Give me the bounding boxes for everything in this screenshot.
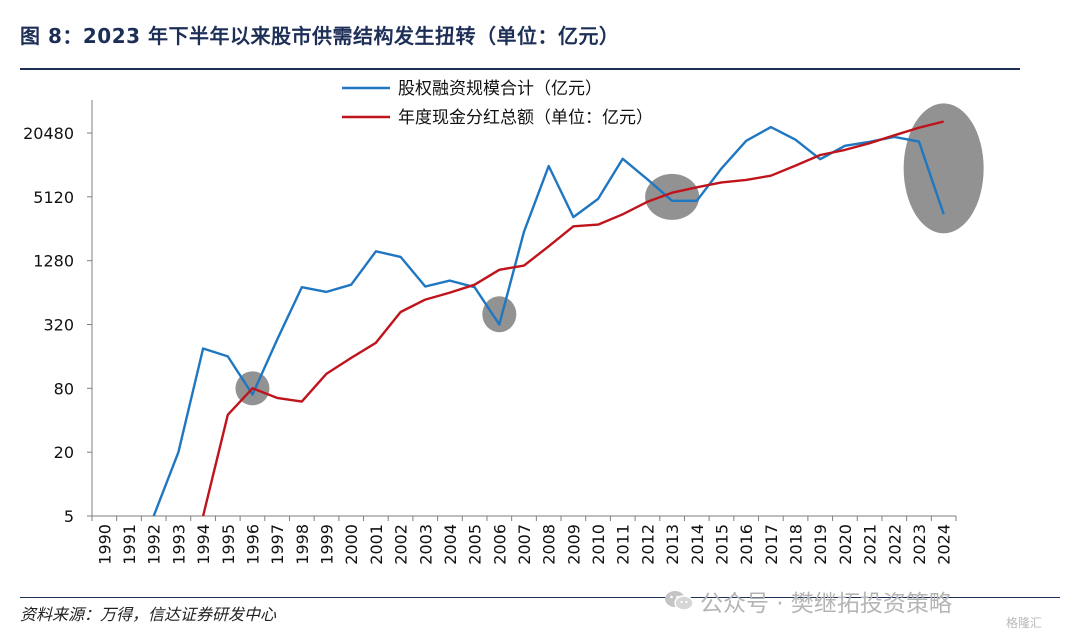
y-tick-label: 80 (54, 379, 74, 398)
series-layer (152, 120, 945, 517)
x-tick-label: 2000 (342, 524, 361, 565)
x-tick-label: 1996 (243, 524, 262, 565)
x-tick-label: 2010 (589, 524, 608, 565)
y-tick-label: 1280 (33, 252, 74, 271)
x-tick-label: 2006 (490, 524, 509, 565)
x-tick-label: 1993 (169, 524, 188, 565)
legend-label: 年度现金分红总额（单位：亿元） (398, 108, 653, 128)
footer-divider (20, 597, 1060, 598)
x-tick-label: 1990 (95, 524, 114, 565)
x-tick-label: 2018 (787, 524, 806, 565)
wechat-icon (664, 589, 694, 613)
x-tick-label: 1998 (293, 524, 312, 565)
watermark: 公众号 · 樊继拓投资策略 (664, 584, 952, 618)
x-tick-label: 2001 (367, 524, 386, 565)
legend: 股权融资规模合计（亿元） 年度现金分红总额（单位：亿元） (342, 79, 653, 128)
chart-title: 图 8：2023 年下半年以来股市供需结构发生扭转（单位：亿元） (20, 24, 620, 48)
x-tick-label: 2014 (688, 524, 707, 565)
x-tick-label: 2002 (392, 524, 411, 565)
x-tick-label: 2003 (416, 524, 435, 565)
x-tick-label: 1999 (318, 524, 337, 565)
x-tick-label: 2004 (441, 524, 460, 565)
x-tick-label: 2015 (712, 524, 731, 565)
x-tick-label: 2005 (466, 524, 485, 565)
title-divider (20, 68, 1020, 70)
watermark-text: 公众号 · 樊继拓投资策略 (700, 591, 952, 617)
y-tick-label: 20 (54, 443, 74, 462)
x-tick-label: 2009 (564, 524, 583, 565)
series-line-cash-dividends (201, 120, 944, 517)
x-tick-label: 2007 (515, 524, 534, 565)
axes: 5 20 80 320 1280 5120 20480 1990 1991 1992 1993 199… (23, 100, 957, 565)
x-tick-label: 2017 (762, 524, 781, 565)
x-tick-label: 2011 (614, 524, 633, 565)
y-tick-label: 5 (64, 507, 74, 526)
x-tick-label: 1997 (268, 524, 287, 565)
y-tick-label: 320 (43, 316, 74, 335)
x-tick-label: 2023 (910, 524, 929, 565)
x-tick-label: 2024 (935, 524, 954, 565)
line-chart: 5 20 80 320 1280 5120 20480 1990 1991 1992 1993 199… (23, 79, 984, 565)
x-tick-label: 2021 (861, 524, 880, 565)
axis-guard (91, 517, 957, 521)
y-tick-label: 5120 (33, 188, 74, 207)
watermark-badge: 格隆汇 (1006, 616, 1043, 630)
x-tick-label: 2019 (811, 524, 830, 565)
x-tick-label: 2020 (836, 524, 855, 565)
series-line-equity-financing (152, 125, 945, 517)
x-tick-label: 2012 (638, 524, 657, 565)
x-tick-label: 2022 (885, 524, 904, 565)
highlight-ellipse (482, 296, 517, 333)
x-tick-label: 1994 (194, 524, 213, 565)
source-note: 资料来源：万得，信达证券研发中心 (20, 605, 277, 624)
x-tick-label: 1992 (145, 524, 164, 565)
highlight-ellipse (645, 173, 700, 220)
x-tick-label: 2016 (737, 524, 756, 565)
x-tick-label: 1995 (219, 524, 238, 565)
y-tick-label: 20480 (23, 124, 74, 143)
x-tick-label: 2013 (663, 524, 682, 565)
x-tick-label: 2008 (540, 524, 559, 565)
x-tick-label: 1991 (120, 524, 139, 565)
legend-label: 股权融资规模合计（亿元） (398, 79, 602, 99)
highlight-ellipse (903, 103, 984, 234)
